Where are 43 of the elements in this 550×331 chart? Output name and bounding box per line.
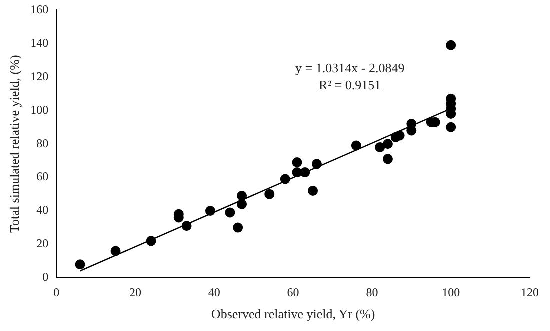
y-tick-label: 0 [42, 270, 49, 284]
x-tick-label: 100 [442, 285, 460, 300]
annotation: R² = 0.9151 [319, 78, 382, 93]
point [382, 139, 393, 150]
point [375, 142, 386, 152]
point [446, 40, 456, 50]
y-tick-label: 40 [36, 203, 49, 218]
point [182, 221, 192, 232]
y-tick-label: 100 [30, 102, 49, 117]
point [308, 186, 318, 196]
point [446, 122, 456, 132]
y-tick-label: 140 [30, 36, 49, 50]
y-tick-label: 120 [30, 69, 49, 84]
x-tick-label: 0 [54, 285, 60, 300]
point [406, 126, 417, 136]
annotation: y = 1.0314x - 2.0849 [296, 60, 405, 76]
point [237, 199, 248, 210]
x-tick-label: 20 [130, 285, 142, 300]
x-tick-label: 120 [521, 285, 539, 300]
y-axis-title: Total simulated relative yield, (%) [7, 55, 22, 233]
point [75, 260, 86, 270]
point [300, 168, 310, 178]
point [205, 206, 216, 216]
y-tick-label: 80 [36, 136, 49, 150]
point [264, 189, 275, 200]
point [292, 158, 302, 168]
point [394, 130, 405, 141]
point [110, 246, 121, 256]
x-tick-label: 60 [287, 285, 300, 300]
point [312, 159, 322, 170]
point [225, 208, 236, 218]
x-tick-label: 80 [366, 285, 378, 300]
x-tick-label: 40 [208, 285, 220, 300]
point [351, 140, 362, 151]
x-axis-title: Observed relative yield, Yr (%) [211, 306, 376, 322]
point [280, 174, 290, 184]
point [146, 236, 156, 246]
y-tick-label: 160 [30, 2, 49, 16]
y-tick-label: 60 [36, 170, 49, 184]
point [233, 222, 244, 233]
point [237, 190, 248, 201]
point [382, 154, 393, 164]
y-tick-label: 20 [36, 236, 49, 251]
